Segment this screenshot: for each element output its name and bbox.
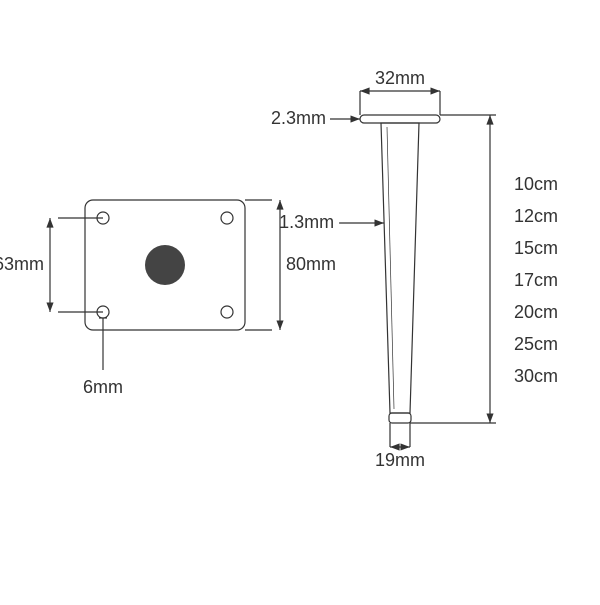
svg-text:30cm: 30cm: [514, 366, 558, 386]
svg-text:17cm: 17cm: [514, 270, 558, 290]
svg-text:15cm: 15cm: [514, 238, 558, 258]
svg-text:32mm: 32mm: [375, 68, 425, 88]
svg-text:80mm: 80mm: [286, 254, 336, 274]
svg-text:2.3mm: 2.3mm: [271, 108, 326, 128]
dimension-diagram: 63mm 80mm 6mm 32mm 2.3mm 1.3mm 19mm 10cm 12cm 15c…: [0, 0, 600, 600]
svg-text:20cm: 20cm: [514, 302, 558, 322]
svg-text:19mm: 19mm: [375, 450, 425, 470]
svg-text:6mm: 6mm: [83, 377, 123, 397]
svg-text:63mm: 63mm: [0, 254, 44, 274]
svg-text:1.3mm: 1.3mm: [279, 212, 334, 232]
svg-text:10cm: 10cm: [514, 174, 558, 194]
svg-text:12cm: 12cm: [514, 206, 558, 226]
svg-text:25cm: 25cm: [514, 334, 558, 354]
